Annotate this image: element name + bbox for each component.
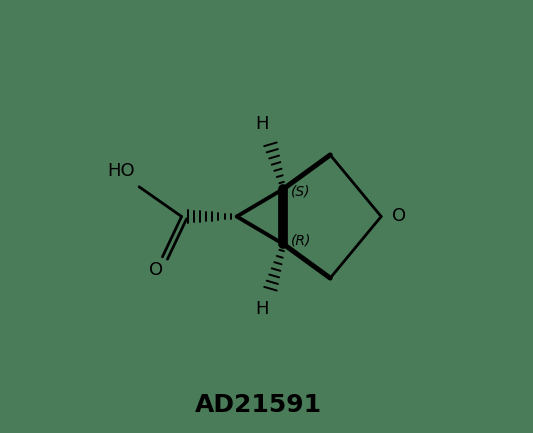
Text: (R): (R) <box>291 234 311 248</box>
Text: AD21591: AD21591 <box>195 394 321 417</box>
Text: H: H <box>255 115 269 133</box>
Text: (S): (S) <box>291 184 311 198</box>
Text: O: O <box>392 207 406 226</box>
Text: HO: HO <box>107 162 135 181</box>
Text: O: O <box>149 261 163 279</box>
Text: H: H <box>255 300 269 318</box>
